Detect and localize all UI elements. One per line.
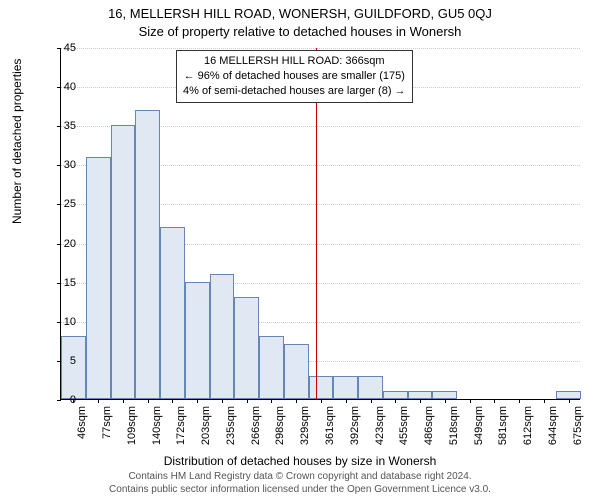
ytick-label: 45: [46, 42, 76, 54]
xtick-mark: [197, 399, 198, 403]
xtick-label: 581sqm: [497, 406, 509, 445]
xtick-label: 423sqm: [374, 406, 386, 445]
x-axis-label: Distribution of detached houses by size …: [0, 454, 600, 468]
xtick-label: 140sqm: [151, 406, 163, 445]
ytick-label: 10: [46, 316, 76, 328]
xtick-label: 298sqm: [274, 406, 286, 445]
histogram-bar: [408, 391, 433, 399]
ytick-label: 15: [46, 277, 76, 289]
histogram-bar: [556, 391, 581, 399]
annotation-box: 16 MELLERSH HILL ROAD: 366sqm← 96% of de…: [176, 50, 413, 103]
histogram-bar: [135, 110, 160, 399]
xtick-mark: [470, 399, 471, 403]
histogram-bar: [358, 376, 383, 399]
xtick-label: 549sqm: [473, 406, 485, 445]
histogram-bar: [432, 391, 457, 399]
xtick-label: 392sqm: [349, 406, 361, 445]
y-axis-label: Number of detached properties: [10, 59, 24, 224]
ytick-label: 40: [46, 81, 76, 93]
xtick-mark: [371, 399, 372, 403]
histogram-bar: [160, 227, 185, 399]
footer-line1: Contains HM Land Registry data © Crown c…: [0, 471, 600, 484]
histogram-bar: [111, 125, 136, 399]
xtick-mark: [222, 399, 223, 403]
chart-title-line1: 16, MELLERSH HILL ROAD, WONERSH, GUILDFO…: [0, 6, 600, 21]
xtick-label: 109sqm: [126, 406, 138, 445]
xtick-mark: [271, 399, 272, 403]
chart-container: 16, MELLERSH HILL ROAD, WONERSH, GUILDFO…: [0, 0, 600, 500]
xtick-mark: [98, 399, 99, 403]
histogram-bar: [333, 376, 358, 399]
ytick-label: 35: [46, 120, 76, 132]
histogram-bar: [234, 297, 259, 399]
histogram-bar: [383, 391, 408, 399]
histogram-bar: [259, 336, 284, 399]
xtick-label: 675sqm: [572, 406, 584, 445]
xtick-mark: [494, 399, 495, 403]
xtick-mark: [544, 399, 545, 403]
xtick-label: 455sqm: [398, 406, 410, 445]
histogram-bar: [309, 376, 334, 399]
gridline: [61, 48, 580, 49]
xtick-mark: [247, 399, 248, 403]
xtick-mark: [395, 399, 396, 403]
xtick-mark: [321, 399, 322, 403]
xtick-mark: [172, 399, 173, 403]
ytick-label: 25: [46, 198, 76, 210]
chart-title-line2: Size of property relative to detached ho…: [0, 24, 600, 39]
xtick-mark: [296, 399, 297, 403]
annotation-line1: 16 MELLERSH HILL ROAD: 366sqm: [183, 54, 406, 69]
xtick-label: 361sqm: [324, 406, 336, 445]
xtick-mark: [519, 399, 520, 403]
xtick-mark: [123, 399, 124, 403]
xtick-label: 612sqm: [522, 406, 534, 445]
xtick-mark: [148, 399, 149, 403]
annotation-line2: ← 96% of detached houses are smaller (17…: [183, 69, 406, 84]
xtick-mark: [445, 399, 446, 403]
xtick-mark: [569, 399, 570, 403]
xtick-mark: [346, 399, 347, 403]
histogram-bar: [210, 274, 235, 399]
annotation-line3: 4% of semi-detached houses are larger (8…: [183, 84, 406, 99]
xtick-label: 172sqm: [175, 406, 187, 445]
xtick-label: 77sqm: [101, 406, 113, 439]
ytick-label: 0: [46, 394, 76, 406]
xtick-label: 329sqm: [299, 406, 311, 445]
xtick-mark: [420, 399, 421, 403]
xtick-label: 486sqm: [423, 406, 435, 445]
histogram-bar: [61, 336, 86, 399]
xtick-label: 266sqm: [250, 406, 262, 445]
xtick-label: 644sqm: [547, 406, 559, 445]
xtick-label: 518sqm: [448, 406, 460, 445]
xtick-label: 203sqm: [200, 406, 212, 445]
plot-area: 16 MELLERSH HILL ROAD: 366sqm← 96% of de…: [60, 48, 580, 400]
chart-footer: Contains HM Land Registry data © Crown c…: [0, 471, 600, 496]
ytick-label: 20: [46, 238, 76, 250]
histogram-bar: [185, 282, 210, 399]
footer-line2: Contains public sector information licen…: [0, 484, 600, 497]
histogram-bar: [284, 344, 309, 399]
xtick-label: 235sqm: [225, 406, 237, 445]
ytick-label: 5: [46, 355, 76, 367]
ytick-label: 30: [46, 159, 76, 171]
xtick-label: 46sqm: [76, 406, 88, 439]
histogram-bar: [86, 157, 111, 399]
